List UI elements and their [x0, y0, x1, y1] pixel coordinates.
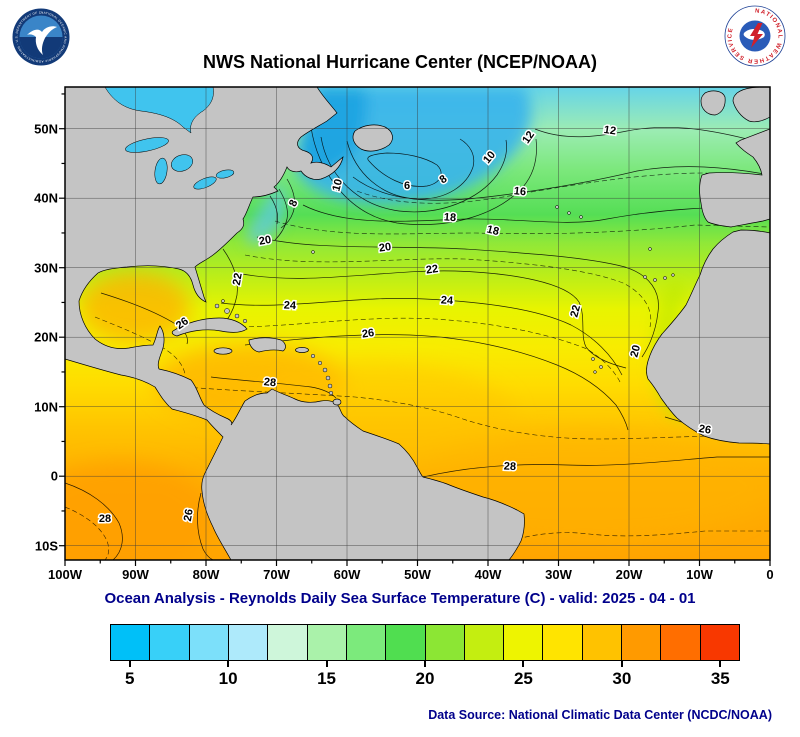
- hispaniola: [248, 337, 286, 353]
- colorbar-tick-label: 30: [612, 669, 632, 688]
- lon-label: 40W: [474, 567, 502, 582]
- lon-label: 30W: [545, 567, 572, 582]
- colorbar-tick-label: 25: [513, 669, 533, 688]
- contour-value-label: 20: [628, 344, 643, 359]
- colorbar-tick: [424, 661, 426, 667]
- contour-value-label: 20: [258, 234, 272, 248]
- data-source-note: Data Source: National Climatic Data Cent…: [428, 708, 772, 722]
- colorbar-tick-label: 10: [218, 669, 238, 688]
- contour-value-label: 18: [443, 211, 456, 224]
- colorbar-tick-label: 20: [415, 669, 435, 688]
- colorbar-segment: [228, 625, 269, 660]
- colorbar-tick: [128, 661, 131, 667]
- colorbar-tick: [325, 661, 328, 667]
- colorbar-tick-label: 5: [124, 669, 135, 688]
- colorbar-tick: [522, 661, 525, 667]
- noaa-gull-icon: [27, 26, 57, 55]
- lake-huron: [171, 154, 193, 172]
- lake-erie: [193, 176, 217, 190]
- contour-value-label: 22: [231, 272, 245, 286]
- contour-value-label: 20: [378, 241, 392, 255]
- lon-label: 10W: [686, 567, 713, 582]
- nws-logo: NATIONAL WEATHER SERVICE: [724, 5, 786, 67]
- colorbar-segment: [307, 625, 347, 660]
- contour-value-label: 28: [99, 513, 111, 525]
- lat-label: 50N: [34, 121, 58, 137]
- lon-label: 20W: [615, 567, 643, 582]
- bermuda: [311, 250, 315, 254]
- contour-value-label: 18: [485, 223, 500, 238]
- lon-label: 60W: [333, 567, 361, 582]
- map-frame: [64, 86, 771, 561]
- lat-label: 20N: [34, 329, 58, 345]
- lat-label: 40N: [34, 190, 58, 206]
- lake-superior: [125, 137, 169, 153]
- lon-label: 50W: [404, 567, 431, 582]
- lon-label: 100W: [48, 567, 82, 582]
- hudson-bay: [104, 87, 214, 134]
- colorbar-tick-label: 15: [317, 669, 337, 688]
- map-caption: Ocean Analysis - Reynolds Daily Sea Surf…: [104, 590, 696, 607]
- noaa-logo: NATIONAL OCEANIC AND ATMOSPHERIC ADMINIS…: [12, 8, 70, 66]
- contour-value-label: 6: [404, 180, 410, 192]
- jamaica: [213, 347, 233, 355]
- contour-value-label: 28: [504, 460, 517, 473]
- colorbar-segment: [111, 625, 151, 660]
- colorbar-segment: [386, 625, 426, 660]
- inland-water: [104, 87, 235, 190]
- nws-lightning-icon: [750, 23, 763, 48]
- newfoundland: [352, 124, 393, 152]
- colorbar-segment: [189, 625, 229, 660]
- lake-michigan: [154, 157, 168, 185]
- contour-value-label: 22: [425, 263, 439, 277]
- lat-label: 0: [50, 468, 58, 484]
- lon-label: 0: [766, 567, 774, 582]
- contour-value-label: 16: [513, 185, 526, 198]
- americas-landmass: [65, 87, 525, 560]
- lat-label: 10S: [34, 538, 58, 554]
- madeira: [648, 247, 652, 251]
- iberia-france: [699, 128, 770, 228]
- colorbar-segment: [464, 625, 505, 660]
- contour-value-label: 24: [440, 294, 454, 307]
- contour-value-label: 26: [361, 327, 375, 341]
- colorbar-segment: [346, 625, 387, 660]
- colorbar-segment: [543, 625, 583, 660]
- lon-label: 80W: [192, 567, 220, 582]
- small-islands: [214, 205, 675, 396]
- lon-label: 90W: [122, 567, 149, 582]
- colorbar-segment: [425, 625, 465, 660]
- contour-value-label: 26: [698, 423, 712, 437]
- lake-ontario: [215, 169, 235, 179]
- contour-value-label: 24: [284, 299, 298, 312]
- page-title: NWS National Hurricane Center (NCEP/NOAA…: [202, 52, 598, 72]
- trinidad: [332, 398, 342, 406]
- colorbar-segment: [504, 625, 544, 660]
- puerto-rico: [295, 347, 309, 353]
- colorbar-tick-label: 35: [710, 669, 730, 688]
- contour-value-label: 10: [330, 178, 345, 193]
- contour-value-label: 12: [603, 124, 617, 138]
- colorbar-tick: [227, 661, 230, 667]
- lat-label: 30N: [34, 260, 58, 276]
- contour-value-label: 22: [568, 304, 583, 319]
- contour-value-label: 28: [263, 376, 276, 389]
- colorbar-tick: [719, 661, 722, 667]
- contour-value-label: 26: [182, 508, 196, 522]
- colorbar-segment: [622, 625, 662, 660]
- graticule: [65, 87, 770, 560]
- lon-label: 70W: [263, 567, 290, 582]
- colorbar-segment: [661, 625, 701, 660]
- colorbar-segment: [700, 625, 739, 660]
- ireland: [700, 90, 726, 116]
- colorbar-segment: [582, 625, 623, 660]
- colorbar-tick: [620, 661, 623, 667]
- colorbar-segment: [268, 625, 308, 660]
- lat-label: 10N: [34, 399, 58, 415]
- colorbar-segment: [150, 625, 190, 660]
- cuba: [171, 317, 248, 337]
- temperature-colorbar: [110, 624, 740, 661]
